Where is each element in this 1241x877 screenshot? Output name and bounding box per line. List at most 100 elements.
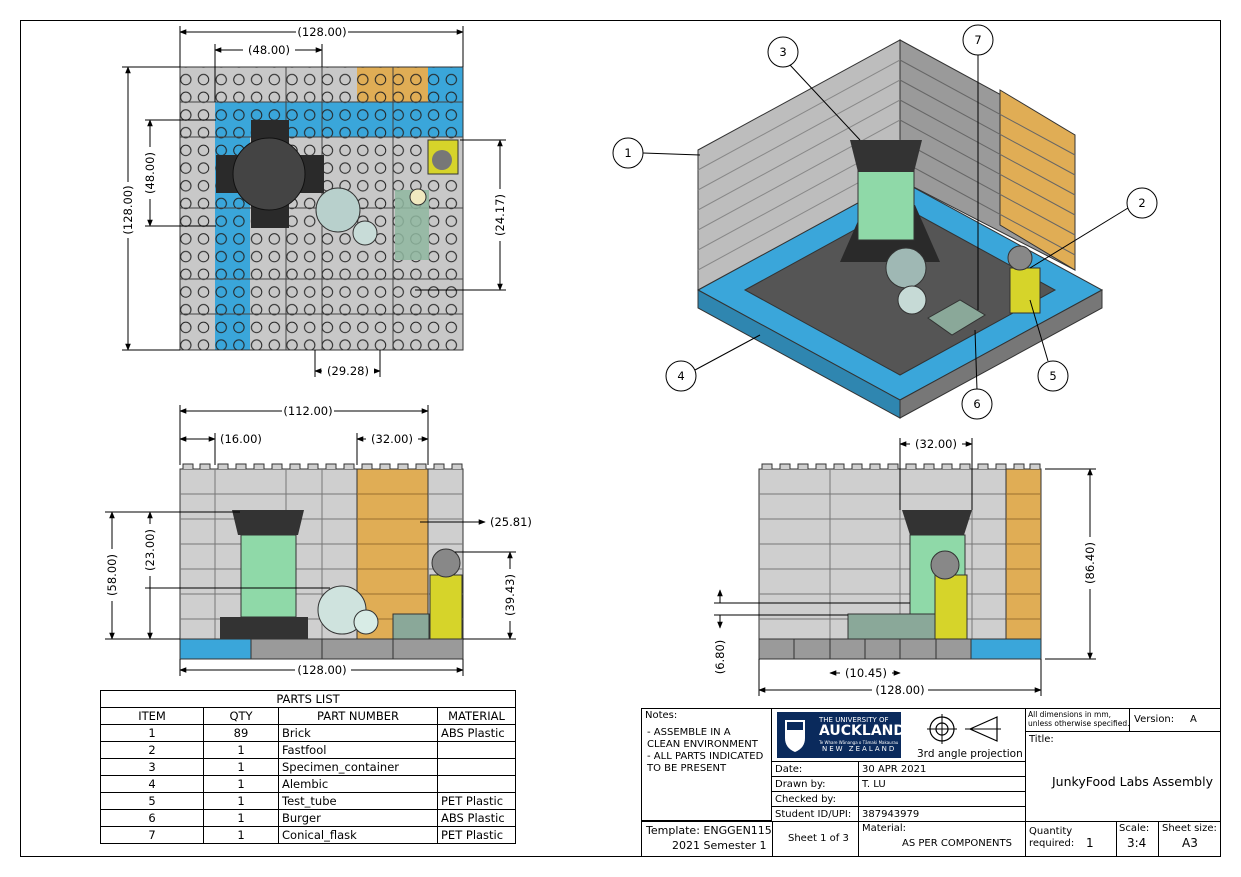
scale-value: 3:4 <box>1127 836 1147 850</box>
dim-text: (10.45) <box>845 666 887 680</box>
template-semester: 2021 Semester 1 <box>672 839 767 852</box>
parts-header-item: ITEM <box>100 707 204 725</box>
dim-text: (128.00) <box>121 185 135 234</box>
student-label: Student ID/UPI: <box>775 809 852 820</box>
cell: 1 <box>203 792 279 810</box>
cell: 1 <box>203 741 279 759</box>
side-view <box>758 463 1042 660</box>
dim-text: (86.40) <box>1083 542 1097 584</box>
cell: Conical_flask <box>278 826 438 844</box>
cell: Fastfool <box>278 741 438 759</box>
cell: 1 <box>203 826 279 844</box>
quantity-label: Quantity <box>1029 826 1073 837</box>
balloon-4: 4 <box>677 369 684 383</box>
dim-text: (29.28) <box>327 364 369 378</box>
logo-line1: THE UNIVERSITY OF <box>819 716 889 724</box>
cell: 4 <box>100 775 204 793</box>
dim-text: (128.00) <box>875 683 924 697</box>
parts-list-title: PARTS LIST <box>100 690 516 708</box>
version-label: Version: <box>1134 714 1175 725</box>
dims-note-line1: All dimensions in mm, <box>1028 710 1112 719</box>
quantity-label-2: required: <box>1029 838 1075 849</box>
balloon-5: 5 <box>1049 369 1056 383</box>
balloon-3: 3 <box>779 45 786 59</box>
drawn-value: T. LU <box>862 779 886 790</box>
dim-text: (48.00) <box>143 152 157 194</box>
notes-line: - ASSEMBLE IN A <box>647 727 731 738</box>
student-value: 387943979 <box>862 809 920 820</box>
cell: 1 <box>203 775 279 793</box>
dim-text: (112.00) <box>283 404 332 418</box>
date-value: 30 APR 2021 <box>862 764 927 775</box>
dim-text: (58.00) <box>105 554 119 596</box>
notes-line: CLEAN ENVIRONMENT <box>647 739 758 750</box>
cell <box>437 775 516 793</box>
material-value: AS PER COMPONENTS <box>902 838 1012 849</box>
dimension-texts: (128.00) (48.00) (48.00) (128.00) (24.17… <box>105 25 1097 697</box>
cell: 7 <box>100 826 204 844</box>
logo-line2: AUCKLAND <box>819 723 905 739</box>
dim-text: (6.80) <box>713 640 727 675</box>
dim-text: (23.00) <box>143 529 157 571</box>
cell: 89 <box>203 724 279 742</box>
scale-label: Scale: <box>1119 823 1150 834</box>
balloon-6: 6 <box>973 397 980 411</box>
cell: 1 <box>203 809 279 827</box>
balloon-7: 7 <box>974 33 981 47</box>
sheet-number: Sheet 1 of 3 <box>788 833 849 844</box>
parts-list-table: PARTS LIST ITEM QTY PART NUMBER MATERIAL… <box>100 690 516 844</box>
cell: 5 <box>100 792 204 810</box>
dim-text: (128.00) <box>297 25 346 39</box>
cell: 2 <box>100 741 204 759</box>
logo-line4: NEW ZEALAND <box>822 745 897 753</box>
title-label: Title: <box>1029 734 1054 745</box>
notes-line: - ALL PARTS INDICATED <box>647 751 764 762</box>
cell: 6 <box>100 809 204 827</box>
dimension-lines <box>105 26 1129 696</box>
cell: ABS Plastic <box>437 724 516 742</box>
cell: PET Plastic <box>437 826 516 844</box>
parts-header-part: PART NUMBER <box>278 707 438 725</box>
checked-label: Checked by: <box>775 794 836 805</box>
drawing-frame <box>20 20 1221 857</box>
dim-text: (32.00) <box>915 437 957 451</box>
table-row: 1 89 Brick ABS Plastic <box>100 724 516 742</box>
cell: 1 <box>203 758 279 776</box>
notes-label: Notes: <box>645 710 678 721</box>
dims-note-line2: unless otherwise specified. <box>1028 719 1130 728</box>
balloon-2: 2 <box>1138 196 1145 210</box>
table-row: 3 1 Specimen_container <box>100 758 516 776</box>
template-label: Template: ENGGEN115 <box>646 824 772 837</box>
table-row: 2 1 Fastfool <box>100 741 516 759</box>
cell: PET Plastic <box>437 792 516 810</box>
drawn-label: Drawn by: <box>775 779 826 790</box>
isometric-view <box>696 39 1104 419</box>
material-label: Material: <box>862 823 906 834</box>
cell <box>437 741 516 759</box>
projection-icon <box>927 714 1001 744</box>
cell: 1 <box>100 724 204 742</box>
cell: Burger <box>278 809 438 827</box>
university-logo: THE UNIVERSITY OF AUCKLAND Te Whare Wāna… <box>777 712 905 758</box>
dim-text: (39.43) <box>503 574 517 616</box>
notes-line: TO BE PRESENT <box>647 763 727 774</box>
parts-header-qty: QTY <box>203 707 279 725</box>
cell: Brick <box>278 724 438 742</box>
balloon-1: 1 <box>624 146 631 160</box>
notes-box <box>641 708 772 821</box>
projection-label: 3rd angle projection <box>917 748 1023 760</box>
cell <box>437 758 516 776</box>
date-label: Date: <box>775 764 803 775</box>
cell: Test_tube <box>278 792 438 810</box>
version-value: A <box>1190 714 1197 725</box>
cell: Alembic <box>278 775 438 793</box>
dim-text: (25.81) <box>490 515 532 529</box>
cell: 3 <box>100 758 204 776</box>
drawing-title: JunkyFood Labs Assembly <box>1052 774 1213 789</box>
top-view <box>179 66 464 351</box>
dim-text: (48.00) <box>248 43 290 57</box>
table-row: 5 1 Test_tube PET Plastic <box>100 792 516 810</box>
sheet-size-label: Sheet size: <box>1162 823 1217 834</box>
cell: Specimen_container <box>278 758 438 776</box>
